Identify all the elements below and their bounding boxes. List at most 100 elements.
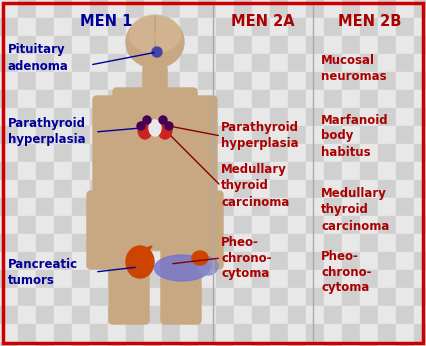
Bar: [288, 252, 306, 270]
Bar: [198, 234, 216, 252]
Bar: [360, 234, 378, 252]
Bar: [90, 216, 108, 234]
Bar: [144, 342, 162, 346]
Bar: [360, 0, 378, 18]
Bar: [198, 108, 216, 126]
Bar: [378, 126, 396, 144]
Bar: [342, 180, 360, 198]
Bar: [162, 342, 180, 346]
Text: Pancreatic
tumors: Pancreatic tumors: [8, 257, 78, 286]
Bar: [126, 54, 144, 72]
Bar: [36, 252, 54, 270]
Bar: [252, 288, 270, 306]
Bar: [180, 216, 198, 234]
Bar: [396, 252, 414, 270]
Bar: [360, 342, 378, 346]
Bar: [270, 288, 288, 306]
Bar: [414, 216, 426, 234]
Bar: [180, 198, 198, 216]
Bar: [396, 324, 414, 342]
Bar: [234, 162, 252, 180]
Bar: [36, 234, 54, 252]
Bar: [72, 306, 90, 324]
Bar: [324, 180, 342, 198]
Bar: [90, 234, 108, 252]
Bar: [90, 36, 108, 54]
Bar: [396, 198, 414, 216]
Bar: [252, 0, 270, 18]
Bar: [414, 36, 426, 54]
Bar: [72, 36, 90, 54]
Bar: [18, 0, 36, 18]
Bar: [54, 342, 72, 346]
Bar: [324, 216, 342, 234]
Bar: [198, 72, 216, 90]
Bar: [162, 198, 180, 216]
Bar: [18, 108, 36, 126]
Bar: [324, 0, 342, 18]
Bar: [72, 198, 90, 216]
Bar: [162, 18, 180, 36]
Bar: [342, 108, 360, 126]
Bar: [414, 234, 426, 252]
Bar: [234, 306, 252, 324]
Bar: [198, 144, 216, 162]
Bar: [18, 342, 36, 346]
Bar: [180, 90, 198, 108]
Bar: [36, 288, 54, 306]
Bar: [54, 216, 72, 234]
Bar: [324, 126, 342, 144]
Bar: [234, 342, 252, 346]
Text: MEN 1: MEN 1: [81, 14, 132, 29]
Bar: [108, 36, 126, 54]
Bar: [216, 54, 234, 72]
Bar: [252, 54, 270, 72]
Bar: [108, 288, 126, 306]
FancyBboxPatch shape: [109, 216, 149, 324]
Bar: [360, 162, 378, 180]
Bar: [54, 72, 72, 90]
Bar: [36, 270, 54, 288]
Bar: [360, 216, 378, 234]
Bar: [216, 90, 234, 108]
Bar: [54, 306, 72, 324]
Bar: [360, 180, 378, 198]
Bar: [414, 342, 426, 346]
Bar: [198, 126, 216, 144]
Bar: [414, 54, 426, 72]
Bar: [324, 198, 342, 216]
Bar: [54, 108, 72, 126]
Bar: [90, 54, 108, 72]
Bar: [288, 36, 306, 54]
Bar: [378, 288, 396, 306]
FancyBboxPatch shape: [187, 96, 217, 214]
Bar: [54, 198, 72, 216]
Bar: [162, 288, 180, 306]
Bar: [378, 216, 396, 234]
Bar: [396, 306, 414, 324]
Bar: [324, 108, 342, 126]
Bar: [234, 0, 252, 18]
Bar: [360, 126, 378, 144]
Bar: [18, 72, 36, 90]
Circle shape: [152, 47, 162, 57]
Bar: [270, 216, 288, 234]
Bar: [360, 270, 378, 288]
Bar: [234, 324, 252, 342]
Bar: [72, 0, 90, 18]
Bar: [306, 18, 324, 36]
Bar: [144, 72, 162, 90]
Bar: [396, 0, 414, 18]
Bar: [108, 72, 126, 90]
Bar: [90, 126, 108, 144]
Bar: [252, 342, 270, 346]
Bar: [360, 252, 378, 270]
Bar: [378, 108, 396, 126]
Circle shape: [159, 116, 167, 124]
Bar: [270, 252, 288, 270]
Bar: [108, 18, 126, 36]
Bar: [252, 72, 270, 90]
Bar: [216, 180, 234, 198]
Bar: [162, 0, 180, 18]
Bar: [54, 54, 72, 72]
